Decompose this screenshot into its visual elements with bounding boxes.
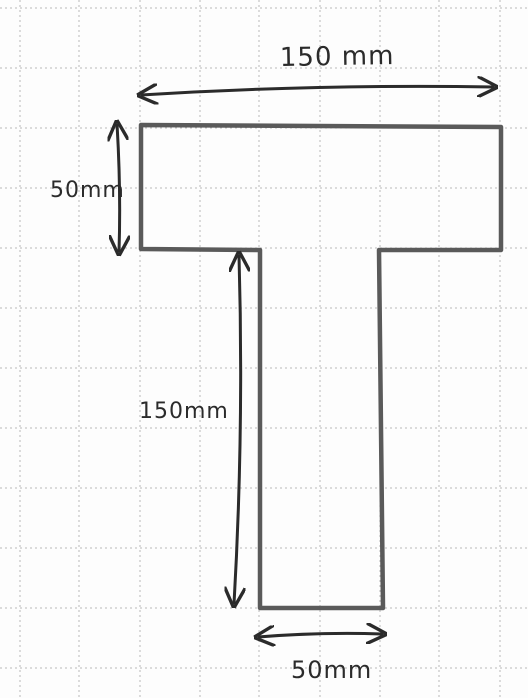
t-shape-outline — [138, 122, 504, 611]
top-width-arrow — [141, 86, 494, 95]
flange-height-label: 50mm — [50, 178, 125, 203]
web-height-label: 150mm — [139, 399, 229, 424]
flange-height-arrow — [117, 124, 120, 252]
web-width-arrow — [258, 633, 383, 637]
web-width-label: 50mm — [291, 656, 372, 684]
top-width-label: 150 mm — [280, 41, 395, 73]
web-height-arrow — [234, 255, 241, 604]
